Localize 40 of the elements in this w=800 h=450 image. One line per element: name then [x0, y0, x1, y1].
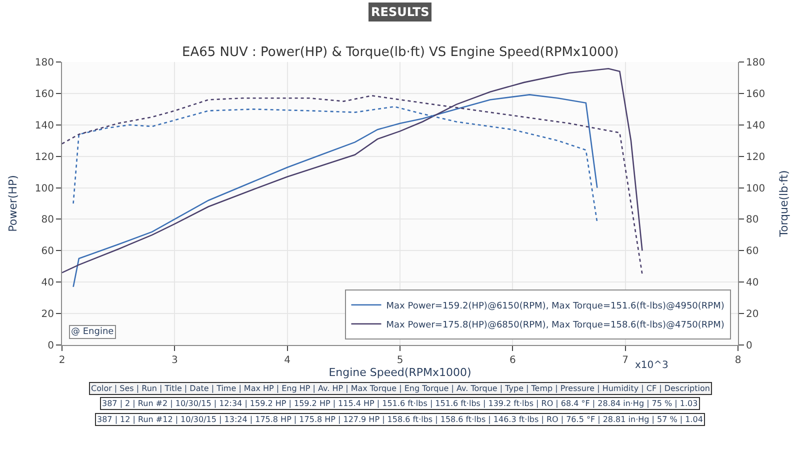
y2-tick-label: 140 [746, 120, 766, 132]
x-tick-label: 2 [58, 355, 66, 366]
x-tick-label: 3 [171, 355, 178, 366]
y-tick-label: 140 [34, 120, 54, 132]
y-tick-label: 100 [34, 183, 54, 194]
x-tick-label: 4 [284, 355, 291, 366]
annotation: @ Engine [71, 327, 114, 337]
y2-tick-label: 20 [746, 309, 759, 320]
x-tick-label: 8 [734, 355, 742, 366]
x-axis-title: Engine Speed(RPMx1000) [328, 366, 472, 379]
y-axis-title: Power(HP) [6, 175, 20, 232]
legend-label: Max Power=159.2(HP)@6150(RPM), Max Torque=151.6(ft-lbs)@4950(RPM) [386, 301, 724, 312]
y2-tick-label: 40 [746, 278, 759, 289]
y2-tick-label: 80 [746, 214, 759, 226]
y-tick-label: 160 [34, 88, 54, 100]
legend-label: Max Power=175.8(HP)@6850(RPM), Max Torque=158.6(ft-lbs)@4750(RPM) [386, 320, 724, 330]
line-series [72, 94, 598, 288]
y-tick-label: 20 [41, 309, 54, 320]
chart-subtitle: RESULTS [371, 5, 430, 19]
text: 387 | 2 | Run #2 | 10/30/15 | 12:34 | 159.2 HP | 159.2 HP | 115.4 HP | 151.6 ft·lbs | 151.6 ft·lbs | 139.2 ft·lbs | RO | 68.4 °F | 28.84 in·Hg | 75 % | 1.03 [102, 399, 698, 408]
y2-tick-label: 160 [746, 88, 766, 100]
text: Color | Ses | Run | Title | Date | Time | Max HP | Eng HP | Av. HP | Max Torque | Eng Torque | Av. Torque | Type | Temp | Pressure | Humidity | CF | Description [91, 384, 710, 393]
y2-tick-label: 100 [746, 183, 766, 194]
y-tick-label: 0 [48, 340, 54, 352]
y2-axis-title: Torque(lb·ft) [777, 170, 790, 238]
y-tick-label: 120 [34, 152, 54, 163]
y-tick-label: 40 [41, 278, 54, 289]
x-tick-label: 6 [509, 355, 516, 366]
y2-tick-label: 180 [746, 58, 766, 68]
x-tick-label: 5 [396, 355, 404, 366]
chart-title: EA65 NUV : Power(HP) & Torque(lb·ft) VS Engine Speed(RPMx1000) [182, 45, 619, 60]
y2-tick-label: 0 [746, 340, 752, 352]
text: x10^3 [635, 360, 668, 371]
y2-tick-label: 120 [746, 152, 766, 163]
y-tick-label: 180 [34, 58, 54, 68]
text: 387 | 12 | Run #12 | 10/30/15 | 13:24 | 175.8 HP | 175.8 HP | 127.9 HP | 158.6 ft·lbs | 158.6 ft·lbs | 146.3 ft·lbs | RO | 76.5 °F | 28.81 in·Hg | 57 % | 1.04 [97, 415, 703, 424]
y2-tick-label: 60 [746, 246, 759, 258]
y-tick-label: 60 [41, 246, 54, 258]
y-tick-label: 80 [41, 214, 54, 226]
x-tick-label: 7 [622, 355, 629, 366]
